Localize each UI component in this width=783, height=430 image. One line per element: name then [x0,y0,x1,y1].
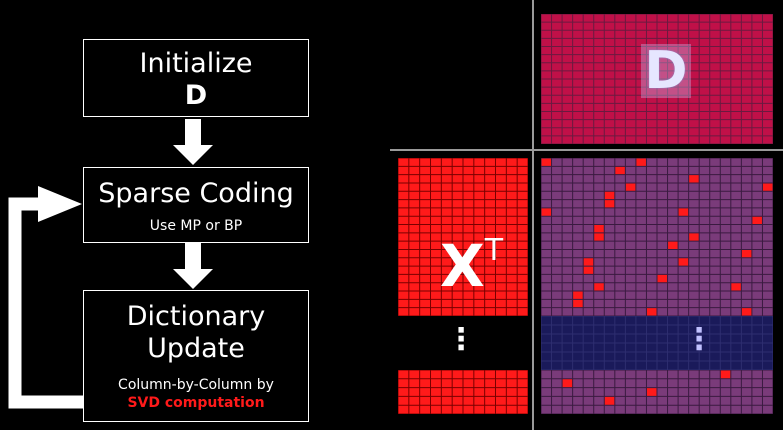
arrow-sparse-to-update [173,243,213,289]
x-label: X [440,232,485,300]
sparse-coding-box: Sparse Coding Use MP or BP [83,167,309,243]
x-transpose-matrix-top [397,157,529,317]
dictionary-matrix [540,13,774,145]
x-transpose-matrix-bottom [397,369,529,415]
product-matrix-top [540,157,774,317]
dictionary-update-title-1: Dictionary [126,301,266,332]
ellipsis-right: ⋮ [684,322,714,357]
sparse-coding-subtitle: Use MP or BP [149,218,243,234]
dictionary-update-title-2: Update [147,333,245,364]
initialize-symbol: D [184,80,208,111]
initialize-title: Initialize [139,48,253,79]
arrow-init-to-sparse [173,119,213,165]
x-transpose-label: XT [440,222,503,295]
loop-back-arrow [8,186,83,409]
d-label: D [641,44,691,98]
horizontal-divider [390,149,783,151]
dictionary-update-subtitle: Column-by-Column by [118,377,274,393]
svd-highlight: SVD computation [127,395,265,411]
transpose-superscript: T [484,233,504,268]
sparse-coding-title: Sparse Coding [98,178,294,209]
vertical-divider [532,0,534,430]
product-matrix-bottom [540,369,774,415]
product-matrix-middle [540,315,774,371]
ellipsis-left: ⋮ [446,322,476,357]
initialize-box: Initialize D [83,39,309,117]
dictionary-update-box: Dictionary Update Column-by-Column by SV… [83,290,309,422]
